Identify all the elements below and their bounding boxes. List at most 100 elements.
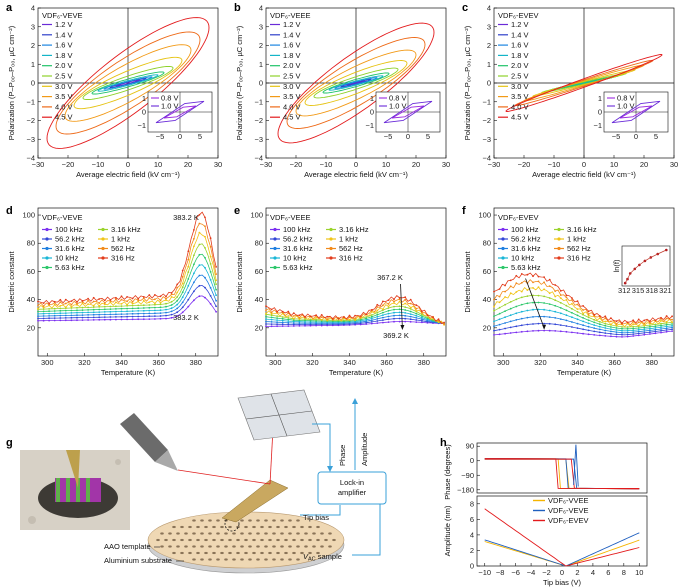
amplitude-tick-label: 4 <box>470 530 474 539</box>
legend-label: 3.16 kHz <box>111 225 141 234</box>
y-tick-label: 20 <box>483 323 491 332</box>
legend-label: 1.4 V <box>283 30 301 39</box>
x-tick-label: 340 <box>115 358 128 367</box>
panel-title: VDF₆-VEVE <box>42 11 83 20</box>
x-tick-label: 0 <box>582 160 586 169</box>
pore <box>204 551 208 555</box>
panel-letter-c: c <box>462 2 468 14</box>
amplitude-tick-label: 2 <box>470 546 474 555</box>
hysteresis-loop-4.5 V <box>277 22 435 144</box>
pore <box>232 532 236 535</box>
series-56.2 kHz <box>493 322 673 336</box>
legend-label: 3.16 kHz <box>339 225 369 234</box>
pore <box>248 532 252 535</box>
pore <box>208 532 212 535</box>
inset-loop <box>383 100 433 124</box>
y-tick-label: −1 <box>482 97 491 106</box>
y-axis-label: Polarization (P–P₀₀–P₀₀, µC cm⁻²) <box>7 25 16 140</box>
x-tick-label: 300 <box>269 358 282 367</box>
pore <box>272 532 276 535</box>
amplitude-tick-label: 6 <box>470 515 474 524</box>
arrow-head <box>542 324 547 330</box>
peak-annotation: 367.2 K <box>377 273 403 282</box>
x-tick-label: 340 <box>571 358 584 367</box>
y-tick-label: 40 <box>27 295 35 304</box>
series-562 Hz <box>265 298 445 325</box>
x-axis-label: Average electric field (kV cm⁻¹) <box>304 170 408 179</box>
inset-loop <box>611 100 661 124</box>
x-tick-label: 20 <box>184 160 192 169</box>
series-line <box>265 298 445 325</box>
y-tick-label: 80 <box>255 239 263 248</box>
y-tick-label: 1 <box>259 60 263 69</box>
x-tick-label: 10 <box>610 160 618 169</box>
pore <box>332 538 336 542</box>
hysteresis-loop-4.0 V <box>55 31 201 135</box>
y-tick-label: −4 <box>254 154 263 163</box>
panel-letter-g: g <box>6 437 13 449</box>
series-line <box>37 211 217 305</box>
x-tick-label: −30 <box>260 160 273 169</box>
inset-legend-label: 1.0 V <box>161 102 179 111</box>
legend-label: 562 Hz <box>339 244 363 253</box>
y-tick-label: −1 <box>254 97 263 106</box>
pore <box>292 538 296 542</box>
pore <box>284 525 288 529</box>
series-line <box>265 314 445 324</box>
inset-loop <box>619 105 653 119</box>
inset-x-tick: 0 <box>178 132 182 141</box>
pore <box>260 538 264 542</box>
pore <box>196 538 200 542</box>
pore <box>188 525 192 529</box>
schematic-panel: g Lock-in amplifier <box>6 389 387 574</box>
pore <box>180 525 184 529</box>
series-line <box>493 286 673 328</box>
pore <box>288 545 292 548</box>
panel-title: VDF₆-VEVE <box>42 213 83 222</box>
pore <box>296 558 300 561</box>
y-tick-label: 100 <box>250 211 263 220</box>
inset: 312 315 318 321 ln(f) <box>612 245 672 295</box>
panel-title: VDF₆-VEEE <box>270 11 311 20</box>
legend-label: 3.0 V <box>283 82 301 91</box>
legend-label: 2.0 V <box>283 61 301 70</box>
phase-axes <box>476 442 648 494</box>
y-tick-label: 3 <box>259 22 263 31</box>
hysteresis-loop-2.5 V <box>313 67 399 99</box>
pore <box>216 545 220 548</box>
pore <box>184 545 188 548</box>
hysteresis-loop-1.6 V <box>103 76 153 90</box>
y-tick-label: 20 <box>255 323 263 332</box>
panel-letter-e: e <box>234 205 240 217</box>
legend-marker <box>101 246 105 251</box>
pore <box>180 551 184 555</box>
legend-marker <box>45 265 49 270</box>
x-tick-label: 30 <box>214 160 222 169</box>
legend-label: 1.8 V <box>283 51 301 60</box>
pore <box>188 538 192 542</box>
legend-marker <box>557 246 561 251</box>
x-tick-label: 10 <box>382 160 390 169</box>
y-tick-label: 60 <box>483 267 491 276</box>
hysteresis-loop-3.5 V <box>295 49 417 117</box>
y-tick-label: −3 <box>254 135 263 144</box>
pore <box>208 519 212 522</box>
pore <box>232 545 236 548</box>
series-line <box>37 295 217 322</box>
pore <box>320 532 324 535</box>
phase-tick-label: −180 <box>457 485 474 494</box>
series-5.63 kHz <box>493 301 673 330</box>
shift-arrow <box>400 283 403 329</box>
cantilever <box>221 479 289 523</box>
y-axis-label: Dielectric constant <box>7 250 16 312</box>
x-tick-label: 320 <box>534 358 547 367</box>
legend-label: 100 kHz <box>55 225 83 234</box>
pore <box>248 519 252 522</box>
inset-x-tick: 321 <box>659 286 672 295</box>
x-tick-label: 360 <box>152 358 165 367</box>
pore <box>196 551 200 555</box>
pore <box>240 558 244 561</box>
legend-marker <box>557 256 561 260</box>
series-562 Hz <box>37 222 218 307</box>
aao-template-label: AAO template <box>104 542 151 551</box>
